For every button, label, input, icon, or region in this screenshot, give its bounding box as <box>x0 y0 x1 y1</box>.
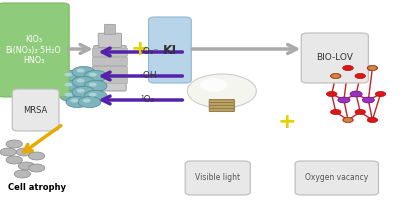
Circle shape <box>355 109 365 115</box>
Circle shape <box>60 70 83 82</box>
FancyBboxPatch shape <box>104 24 116 35</box>
FancyBboxPatch shape <box>92 48 127 56</box>
Circle shape <box>28 164 45 172</box>
Circle shape <box>6 140 22 148</box>
Circle shape <box>375 91 386 97</box>
Circle shape <box>64 73 72 77</box>
Circle shape <box>78 96 101 108</box>
Text: +: + <box>131 39 150 59</box>
Circle shape <box>70 99 79 103</box>
FancyBboxPatch shape <box>94 46 126 91</box>
Circle shape <box>83 99 91 103</box>
Circle shape <box>331 74 340 78</box>
Text: ·OH: ·OH <box>140 72 157 80</box>
Circle shape <box>367 117 378 123</box>
Text: Visible light: Visible light <box>195 173 240 182</box>
Circle shape <box>350 91 362 97</box>
Circle shape <box>355 73 365 79</box>
Circle shape <box>77 79 85 83</box>
Circle shape <box>200 78 228 92</box>
Circle shape <box>187 74 256 108</box>
Text: ¹O₂: ¹O₂ <box>140 96 155 104</box>
Circle shape <box>60 90 83 102</box>
Circle shape <box>77 69 85 73</box>
Text: Cell atrophy: Cell atrophy <box>8 182 66 192</box>
Circle shape <box>84 90 107 102</box>
FancyBboxPatch shape <box>92 66 127 74</box>
Circle shape <box>330 73 341 79</box>
Circle shape <box>339 97 349 103</box>
Text: ·O₂⁻: ·O₂⁻ <box>140 47 159 56</box>
FancyBboxPatch shape <box>185 161 250 195</box>
Circle shape <box>351 91 361 97</box>
Circle shape <box>64 83 72 87</box>
FancyBboxPatch shape <box>149 17 191 83</box>
FancyBboxPatch shape <box>92 75 127 84</box>
FancyBboxPatch shape <box>98 33 121 47</box>
FancyBboxPatch shape <box>12 89 59 131</box>
Circle shape <box>363 97 374 103</box>
Circle shape <box>330 109 341 115</box>
Circle shape <box>72 76 95 88</box>
Circle shape <box>367 65 378 71</box>
FancyBboxPatch shape <box>92 57 127 65</box>
Circle shape <box>89 83 97 87</box>
Circle shape <box>338 97 350 103</box>
Circle shape <box>326 91 337 97</box>
Circle shape <box>343 65 353 71</box>
Text: +: + <box>278 112 296 132</box>
Circle shape <box>14 170 31 178</box>
FancyBboxPatch shape <box>0 3 69 97</box>
FancyBboxPatch shape <box>209 99 234 112</box>
Circle shape <box>77 89 85 93</box>
Circle shape <box>362 97 374 103</box>
Circle shape <box>72 66 95 78</box>
Text: KIO₃
Bi(NO₃)₃·5H₂O
HNO₃: KIO₃ Bi(NO₃)₃·5H₂O HNO₃ <box>6 35 61 65</box>
Text: MRSA: MRSA <box>24 106 48 114</box>
Text: KI: KI <box>163 44 177 56</box>
Circle shape <box>72 86 95 98</box>
Circle shape <box>18 162 35 170</box>
Circle shape <box>64 93 72 97</box>
Circle shape <box>28 152 45 160</box>
Circle shape <box>66 96 89 108</box>
Circle shape <box>344 118 352 122</box>
Circle shape <box>84 80 107 92</box>
Circle shape <box>89 93 97 97</box>
Circle shape <box>368 66 377 70</box>
Circle shape <box>16 148 33 156</box>
Text: Oxygen vacancy: Oxygen vacancy <box>305 173 368 182</box>
FancyBboxPatch shape <box>295 161 379 195</box>
Circle shape <box>0 148 16 156</box>
FancyBboxPatch shape <box>301 33 368 83</box>
Circle shape <box>6 156 22 164</box>
Text: BIO-LOV: BIO-LOV <box>316 53 353 62</box>
Circle shape <box>60 80 83 92</box>
Circle shape <box>343 117 353 123</box>
Circle shape <box>84 70 107 82</box>
Circle shape <box>89 73 97 77</box>
